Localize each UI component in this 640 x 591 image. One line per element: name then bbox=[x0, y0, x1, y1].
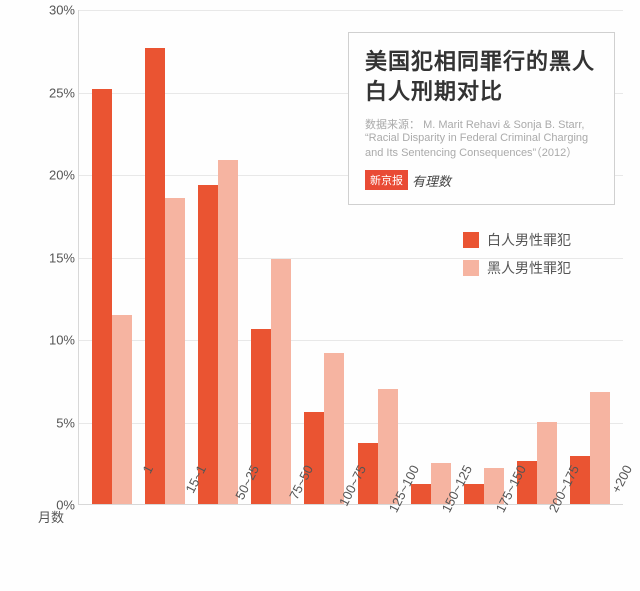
bar bbox=[411, 484, 431, 504]
x-tick: 150~175 bbox=[457, 517, 510, 577]
y-tick-label: 10% bbox=[35, 333, 75, 348]
y-tick-label: 15% bbox=[35, 250, 75, 265]
x-tick: 75~100 bbox=[297, 517, 350, 577]
bar-group bbox=[298, 10, 351, 504]
bar-group bbox=[138, 10, 191, 504]
legend: 白人男性罪犯 黑人男性罪犯 bbox=[463, 230, 571, 286]
y-tick-label: 5% bbox=[35, 415, 75, 430]
bar bbox=[304, 412, 324, 504]
legend-label: 黑人男性罪犯 bbox=[487, 258, 571, 278]
bar bbox=[112, 315, 132, 504]
source-badge: 新京报 bbox=[365, 170, 408, 190]
x-axis-title: 月数 bbox=[38, 510, 64, 526]
x-tick: 100~125 bbox=[350, 517, 403, 577]
info-panel: 美国犯相同罪行的黑人白人刑期对比 数据来源： M. Marit Rehavi &… bbox=[348, 32, 615, 205]
bar-group bbox=[245, 10, 298, 504]
x-tick: 200+ bbox=[564, 517, 617, 577]
x-tick: 25~50 bbox=[191, 517, 244, 577]
bar bbox=[271, 259, 291, 504]
legend-swatch bbox=[463, 232, 479, 248]
chart-container: 0%5%10%15%20%25%30% 11~1525~5050~7575~10… bbox=[38, 10, 623, 565]
x-tick: 1 bbox=[84, 517, 137, 577]
bar bbox=[198, 185, 218, 504]
bar bbox=[165, 198, 185, 504]
legend-label: 白人男性罪犯 bbox=[487, 230, 571, 250]
x-tick: 50~75 bbox=[244, 517, 297, 577]
bar bbox=[324, 353, 344, 504]
y-tick-label: 20% bbox=[35, 168, 75, 183]
source-label: 数据来源： M. Marit Rehavi & Sonja B. Starr, … bbox=[365, 116, 598, 160]
legend-swatch bbox=[463, 260, 479, 276]
y-tick-label: 25% bbox=[35, 85, 75, 100]
bar bbox=[378, 389, 398, 504]
legend-item: 黑人男性罪犯 bbox=[463, 258, 571, 278]
y-tick-label: 30% bbox=[35, 3, 75, 18]
legend-item: 白人男性罪犯 bbox=[463, 230, 571, 250]
bar bbox=[145, 48, 165, 504]
bar-group bbox=[191, 10, 244, 504]
chart-title: 美国犯相同罪行的黑人白人刑期对比 bbox=[365, 47, 598, 106]
x-axis-ticks: 11~1525~5050~7575~100100~125125~150150~1… bbox=[78, 517, 623, 577]
bar bbox=[464, 484, 484, 504]
source-logo: 有理数 bbox=[412, 171, 451, 190]
x-tick: 175~200 bbox=[510, 517, 563, 577]
bar-group bbox=[85, 10, 138, 504]
bar bbox=[92, 89, 112, 504]
source-brand: 新京报 有理数 bbox=[365, 170, 598, 190]
bar bbox=[218, 160, 238, 504]
x-tick: 1~15 bbox=[137, 517, 190, 577]
bar bbox=[590, 392, 610, 504]
x-tick: 125~150 bbox=[404, 517, 457, 577]
